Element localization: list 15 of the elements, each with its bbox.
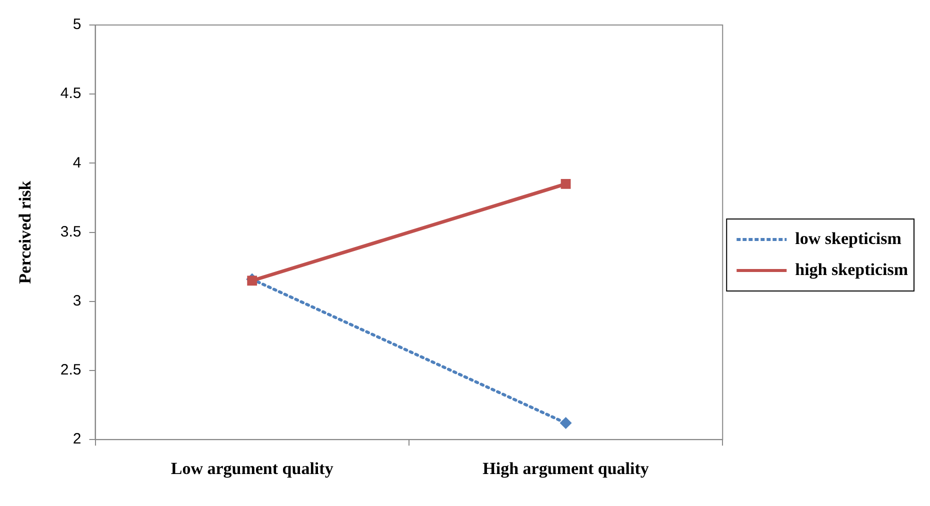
y-tick-label: 4.5 <box>60 85 82 102</box>
y-axis-title: Perceived risk <box>16 180 35 284</box>
y-tick-label: 3 <box>72 292 82 310</box>
x-tick-label: High argument quality <box>482 459 650 478</box>
y-tick-label: 2 <box>72 430 82 448</box>
point <box>560 417 572 430</box>
y-tick-label: 3.5 <box>60 223 82 240</box>
legend-label: high skepticism <box>795 260 908 279</box>
y-tick-label: 5 <box>72 16 82 34</box>
y-tick-label: 4 <box>72 154 82 172</box>
point <box>560 178 571 189</box>
legend-label: low skepticism <box>795 228 902 248</box>
point <box>247 276 258 286</box>
x-tick-label: Low argument quality <box>170 459 334 478</box>
y-tick-label: 2.5 <box>60 362 82 379</box>
